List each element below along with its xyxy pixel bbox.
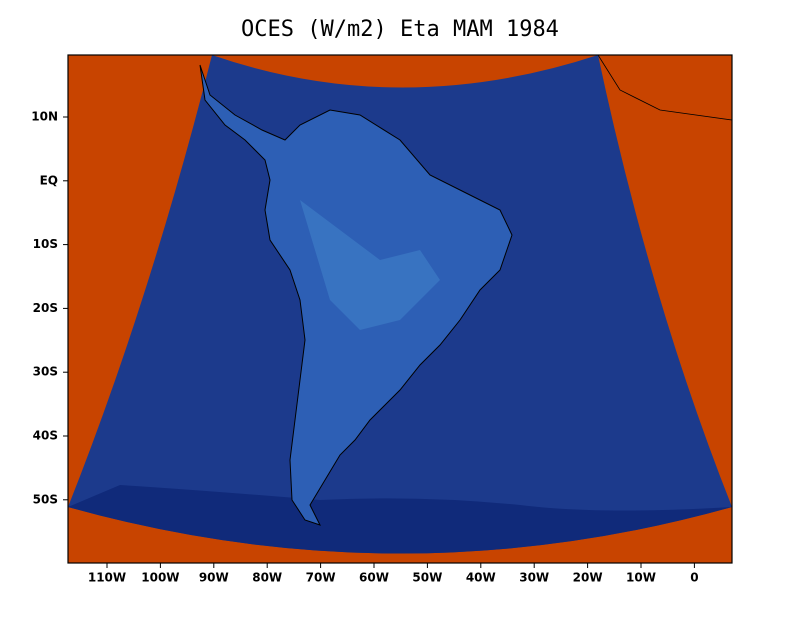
x-tick-label: 110W xyxy=(88,571,126,585)
southern-ocean xyxy=(68,485,732,554)
x-tick-label: 50W xyxy=(412,571,442,585)
x-tick-label: 20W xyxy=(573,571,603,585)
y-tick-label: 50S xyxy=(33,492,58,506)
land-highlight xyxy=(300,200,440,330)
map-area xyxy=(67,54,733,564)
x-tick-label: 30W xyxy=(519,571,549,585)
y-tick-label: 40S xyxy=(33,429,58,443)
x-tick-label: 40W xyxy=(466,571,496,585)
y-tick-label: 30S xyxy=(33,365,58,379)
y-tick-label: 10N xyxy=(31,110,58,124)
x-tick-label: 0 xyxy=(690,571,698,585)
x-tick-label: 80W xyxy=(252,571,282,585)
map-title: OCES (W/m2) Eta MAM 1984 xyxy=(241,17,559,42)
x-tick-label: 90W xyxy=(199,571,229,585)
y-tick-label: EQ xyxy=(40,173,58,187)
x-tick-label: 70W xyxy=(306,571,336,585)
x-tick-label: 60W xyxy=(359,571,389,585)
y-tick-label: 20S xyxy=(33,301,58,315)
y-tick-label: 10S xyxy=(33,237,58,251)
map-border xyxy=(67,54,733,564)
x-tick-label: 100W xyxy=(141,571,179,585)
x-tick-label: 10W xyxy=(626,571,656,585)
